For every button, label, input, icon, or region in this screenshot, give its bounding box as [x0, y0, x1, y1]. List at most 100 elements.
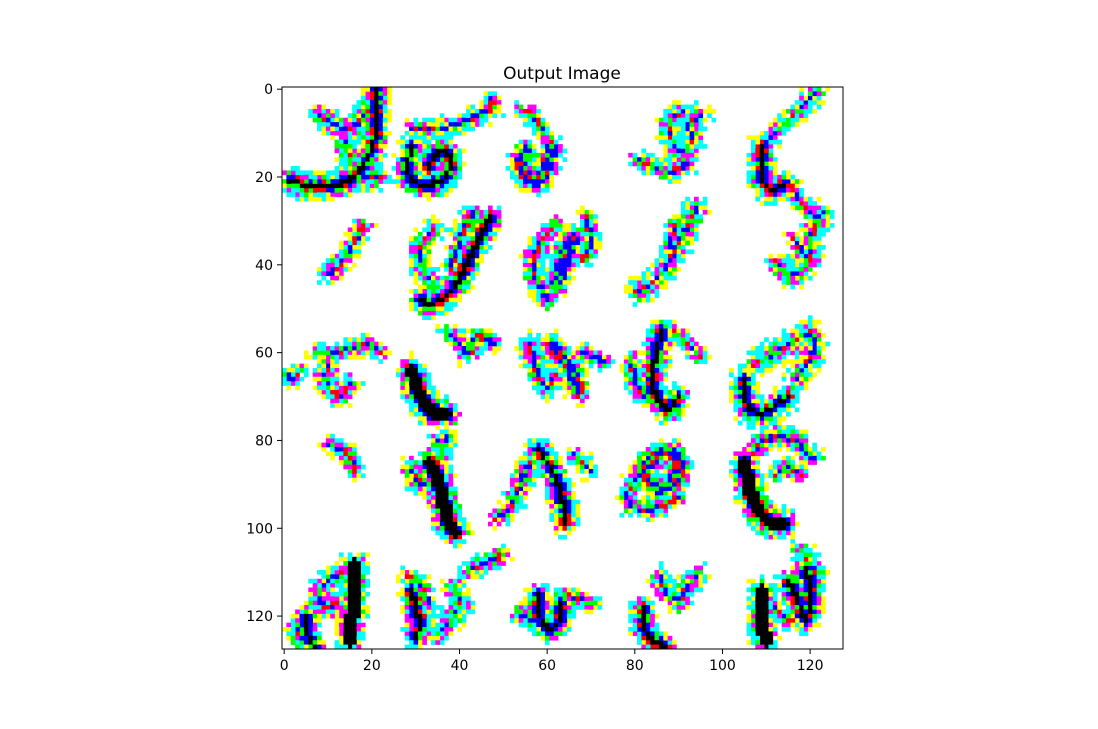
- pixel: [540, 447, 546, 452]
- pixel: [338, 174, 344, 180]
- pixel: [334, 122, 340, 127]
- pixel: [645, 363, 651, 369]
- pixel: [431, 447, 436, 452]
- pixel: [378, 350, 384, 356]
- pixel: [593, 245, 598, 250]
- pixel: [527, 148, 533, 154]
- pixel: [347, 622, 353, 628]
- pixel: [807, 363, 813, 369]
- pixel: [746, 135, 752, 140]
- pixel: [395, 170, 401, 176]
- pixel: [737, 398, 743, 404]
- pixel: [325, 574, 331, 580]
- pixel: [312, 640, 318, 645]
- pixel: [658, 407, 664, 413]
- pixel: [781, 398, 787, 404]
- pixel: [794, 258, 800, 263]
- pixel: [553, 223, 559, 228]
- pixel: [347, 635, 353, 641]
- pixel: [772, 385, 778, 391]
- pixel: [422, 284, 427, 290]
- pixel: [439, 464, 445, 470]
- pixel: [654, 486, 660, 492]
- pixel: [321, 605, 327, 610]
- pixel: [282, 183, 287, 189]
- pixel: [672, 271, 677, 277]
- pixel: [413, 363, 419, 369]
- pixel: [448, 609, 454, 615]
- pixel: [777, 420, 782, 426]
- pixel: [290, 627, 296, 632]
- pixel: [549, 350, 555, 356]
- pixel: [742, 376, 747, 382]
- pixel: [672, 166, 677, 171]
- pixel: [470, 605, 476, 610]
- pixel: [807, 324, 813, 329]
- pixel: [334, 354, 340, 360]
- pixel: [786, 350, 791, 356]
- pixel: [461, 236, 467, 241]
- pixel: [374, 166, 379, 171]
- pixel: [650, 482, 655, 487]
- pixel: [549, 161, 555, 167]
- pixel: [540, 468, 546, 474]
- pixel: [325, 613, 331, 619]
- pixel: [794, 376, 800, 382]
- pixel: [448, 249, 454, 255]
- pixel: [400, 135, 406, 140]
- pixel: [466, 280, 471, 285]
- pixel: [816, 87, 822, 92]
- pixel: [536, 126, 541, 132]
- pixel: [781, 267, 787, 272]
- pixel: [338, 148, 344, 154]
- pixel: [680, 477, 686, 483]
- pixel: [575, 385, 581, 391]
- pixel: [566, 253, 572, 259]
- pixel: [448, 596, 454, 601]
- pixel: [742, 403, 747, 408]
- pixel: [759, 508, 765, 514]
- pixel: [562, 368, 568, 373]
- pixel: [448, 179, 454, 184]
- pixel: [812, 240, 817, 246]
- pixel: [321, 596, 327, 601]
- pixel: [645, 267, 651, 272]
- pixel: [378, 126, 384, 132]
- pixel: [365, 174, 370, 180]
- pixel: [448, 152, 454, 158]
- pixel: [575, 521, 581, 527]
- pixel: [457, 346, 462, 351]
- pixel: [799, 363, 804, 369]
- pixel: [352, 227, 357, 233]
- pixel: [457, 613, 462, 619]
- pixel: [431, 442, 436, 448]
- pixel: [422, 271, 427, 277]
- pixel: [663, 442, 668, 448]
- pixel: [452, 130, 458, 136]
- pixel: [417, 236, 423, 241]
- pixel: [786, 108, 791, 114]
- pixel: [676, 227, 682, 233]
- pixel: [807, 275, 813, 281]
- pixel: [422, 152, 427, 158]
- pixel: [663, 447, 668, 452]
- pixel: [628, 477, 633, 483]
- pixel: [474, 346, 480, 351]
- pixel: [338, 152, 344, 158]
- pixel: [413, 183, 419, 189]
- pixel: [501, 561, 506, 566]
- pixel: [356, 574, 362, 580]
- pixel: [755, 170, 761, 176]
- pixel: [321, 122, 327, 127]
- pixel: [628, 504, 633, 509]
- pixel: [786, 473, 791, 479]
- pixel: [632, 288, 638, 294]
- pixel: [781, 429, 787, 435]
- pixel: [400, 464, 406, 470]
- pixel: [338, 271, 344, 277]
- pixel: [378, 117, 384, 123]
- pixel: [452, 530, 458, 536]
- pixel: [470, 337, 476, 342]
- pixel: [444, 486, 449, 492]
- pixel: [531, 464, 537, 470]
